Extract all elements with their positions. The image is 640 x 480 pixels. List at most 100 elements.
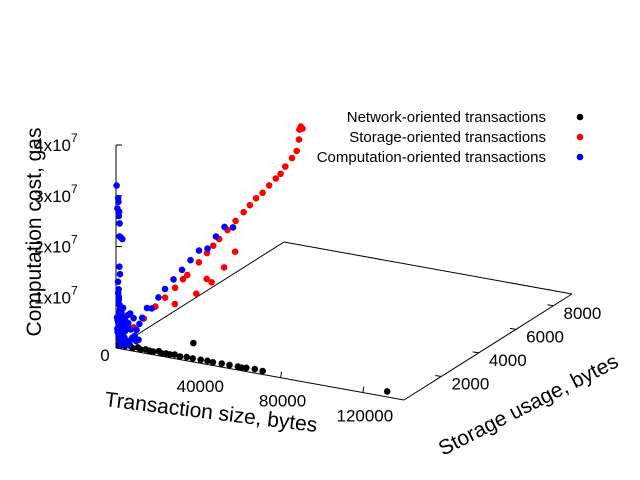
series-2 (130, 123, 306, 331)
series-3 (113, 182, 237, 349)
data-point (117, 318, 125, 326)
data-point (259, 189, 266, 197)
z-tick-exponent: 7 (71, 131, 78, 145)
data-point (203, 275, 210, 283)
data-point (246, 201, 254, 209)
x-tick (362, 386, 365, 393)
data-point (126, 310, 134, 317)
z-tick-exponent: 7 (71, 283, 78, 297)
z-tick-label: 1x10 (34, 288, 71, 307)
data-point (127, 326, 134, 333)
y-tick-label: 8000 (564, 304, 602, 323)
data-point (143, 304, 151, 312)
x-tick-label: 120000 (336, 407, 393, 426)
data-point (229, 224, 237, 231)
z-tick-label: 2x10 (34, 238, 71, 257)
y-tick-label: 2000 (452, 374, 490, 393)
data-point (265, 182, 273, 189)
legend: Network-oriented transactions Storage-ori… (317, 109, 584, 166)
data-point (187, 256, 194, 264)
data-point (226, 361, 233, 369)
data-point (171, 300, 179, 308)
data-point (299, 125, 306, 132)
data-point (136, 320, 143, 328)
y-tick-label: 4000 (489, 351, 527, 370)
data-point (277, 170, 284, 178)
data-point (119, 235, 126, 243)
data-point (293, 147, 301, 155)
data-point (252, 194, 260, 202)
data-point (170, 276, 177, 283)
data-point (138, 314, 146, 322)
legend-entry-label: Network-oriented transactions (347, 109, 546, 126)
data-point (137, 346, 144, 353)
data-point (171, 351, 178, 358)
data-point (116, 220, 123, 227)
legend-marker (576, 113, 584, 121)
data-point (218, 360, 225, 367)
data-point (195, 247, 203, 254)
legend-entry-label: Computation-oriented transactions (317, 149, 546, 166)
data-point (178, 266, 186, 274)
data-point (179, 275, 187, 283)
data-point (116, 270, 124, 278)
y-tick (472, 351, 479, 354)
data-point (220, 264, 228, 271)
data-point (130, 314, 137, 322)
legend-marker (576, 133, 584, 141)
data-point (238, 364, 245, 372)
x-axis-line (115, 347, 405, 401)
data-point (231, 248, 239, 255)
z-tick-label: 4x10 (34, 136, 71, 155)
data-point (221, 223, 228, 231)
data-point (149, 348, 157, 355)
data-point (208, 279, 215, 286)
data-point (189, 355, 196, 362)
data-point (166, 351, 174, 358)
data-point (135, 336, 142, 344)
z-axis-label: Computation cost, gas (23, 128, 46, 337)
data-point (115, 208, 123, 216)
x-tick (280, 371, 283, 378)
data-point (115, 296, 123, 304)
data-point (232, 217, 239, 225)
data-point (190, 339, 197, 347)
legend-marker (576, 153, 584, 161)
x-tick-label: 0 (100, 346, 109, 365)
data-point (259, 367, 266, 375)
data-point (212, 233, 220, 240)
y-tick-label: 6000 (526, 327, 564, 346)
z-tick-label: 3x10 (34, 187, 71, 206)
data-point (209, 359, 217, 366)
data-point (184, 271, 191, 279)
data-point (161, 285, 169, 293)
y-axis-label: Storage usage, bytes (435, 350, 622, 461)
data-point (116, 263, 123, 271)
x-tick-label: 80000 (259, 392, 306, 411)
data-point (251, 365, 259, 373)
y-tick (435, 374, 442, 377)
data-point (197, 356, 204, 364)
data-point (295, 136, 303, 143)
data-point (148, 305, 156, 312)
y-tick (509, 327, 517, 330)
data-point (161, 294, 169, 302)
data-point (193, 290, 200, 298)
data-point (204, 357, 211, 365)
x-axis-back-line (283, 241, 573, 295)
data-points (113, 123, 391, 395)
data-point (282, 163, 289, 170)
data-point (115, 198, 122, 206)
data-point (383, 388, 391, 395)
data-point (243, 364, 250, 372)
data-point (204, 245, 211, 252)
data-point (118, 309, 125, 316)
data-point (183, 353, 190, 361)
data-point (195, 259, 203, 266)
data-point (121, 328, 129, 335)
y-axis-back-line (115, 241, 285, 349)
z-tick-exponent: 7 (71, 233, 78, 247)
data-point (155, 294, 162, 301)
data-point (288, 154, 296, 162)
